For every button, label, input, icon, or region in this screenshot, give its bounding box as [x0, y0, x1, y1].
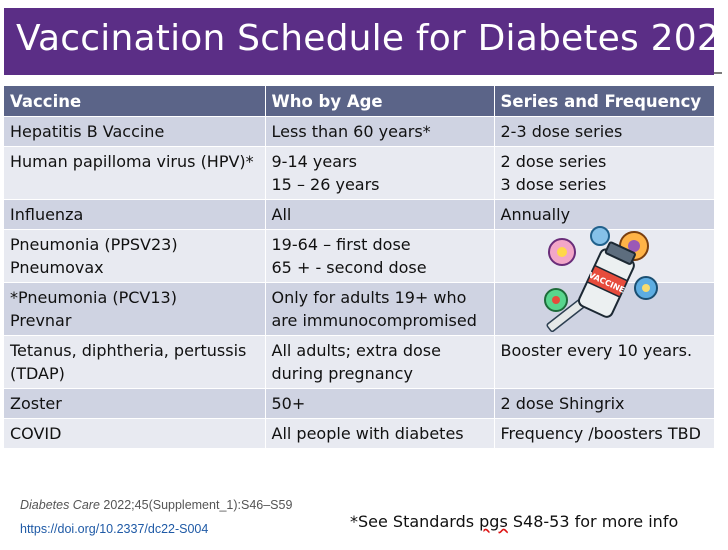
- title-accent-line: [714, 72, 722, 74]
- cell-vaccine: Hepatitis B Vaccine: [4, 116, 266, 147]
- cell-series: Frequency /boosters TBD: [494, 418, 715, 448]
- cell-series: 2 dose series 3 dose series: [494, 146, 715, 200]
- table-row: Human papilloma virus (HPV)* 9-14 years …: [4, 146, 715, 200]
- standards-footnote: *See Standards pgs S48-53 for more info: [350, 512, 678, 531]
- page-title: Vaccination Schedule for Diabetes 2022: [16, 18, 728, 59]
- citation: Diabetes Care 2022;45(Supplement_1):S46–…: [20, 498, 292, 512]
- vaccine-vial-icon: VACCINE: [577, 241, 636, 318]
- cell-age: Only for adults 19+ who are immunocompro…: [265, 282, 495, 336]
- table-row: Tetanus, diphtheria, pertussis (TDAP) Al…: [4, 335, 715, 389]
- citation-journal: Diabetes Care: [20, 498, 100, 512]
- cell-vaccine: Zoster: [4, 388, 266, 419]
- cell-age: 9-14 years 15 – 26 years: [265, 146, 495, 200]
- cell-vaccine: Influenza: [4, 199, 266, 230]
- cell-vaccine: Tetanus, diphtheria, pertussis (TDAP): [4, 335, 266, 389]
- vaccine-vial-syringe-icon: VACCINE: [544, 226, 658, 333]
- citation-doi-link[interactable]: https://doi.org/10.2337/dc22-S004: [20, 522, 209, 536]
- cell-vaccine: Human papilloma virus (HPV)*: [4, 146, 266, 200]
- table-header-row: Vaccine Who by Age Series and Frequency: [4, 86, 715, 117]
- cell-series: 2-3 dose series: [494, 116, 715, 147]
- citation-details: 2022;45(Supplement_1):S46–S59: [99, 498, 293, 512]
- cell-age: 19-64 – first dose 65 + - second dose: [265, 229, 495, 283]
- cell-age: All: [265, 199, 495, 230]
- table-row: COVID All people with diabetes Frequency…: [4, 418, 715, 448]
- cell-series: Annually: [494, 199, 715, 230]
- cell-vaccine: *Pneumonia (PCV13) Prevnar: [4, 282, 266, 336]
- table-row: Zoster 50+ 2 dose Shingrix: [4, 388, 715, 419]
- virus-particle-icon: [544, 288, 568, 312]
- table-row: Influenza All Annually: [4, 199, 715, 230]
- header-who-by-age: Who by Age: [265, 86, 495, 117]
- title-band: Vaccination Schedule for Diabetes 2022: [4, 8, 728, 75]
- table-row: Hepatitis B Vaccine Less than 60 years* …: [4, 116, 715, 147]
- cell-age: Less than 60 years*: [265, 116, 495, 147]
- cell-series: Booster every 10 years.: [494, 335, 715, 389]
- footnote-text-after: S48-53 for more info: [507, 512, 679, 531]
- cell-vaccine: Pneumonia (PPSV23) Pneumovax: [4, 229, 266, 283]
- footnote-pgs: pgs: [479, 512, 508, 531]
- cell-age: All adults; extra dose during pregnancy: [265, 335, 495, 389]
- cell-vaccine: COVID: [4, 418, 266, 448]
- footnote-text-before: *See Standards: [350, 512, 480, 531]
- cell-age: All people with diabetes: [265, 418, 495, 448]
- header-series-frequency: Series and Frequency: [494, 86, 715, 117]
- virus-particle-icon: [590, 226, 610, 246]
- cell-series: 2 dose Shingrix: [494, 388, 715, 419]
- cell-age: 50+: [265, 388, 495, 419]
- virus-particle-icon: [548, 238, 576, 266]
- virus-particle-icon: [634, 276, 658, 300]
- header-vaccine: Vaccine: [4, 86, 266, 117]
- vaccination-table: Vaccine Who by Age Series and Frequency …: [4, 86, 715, 448]
